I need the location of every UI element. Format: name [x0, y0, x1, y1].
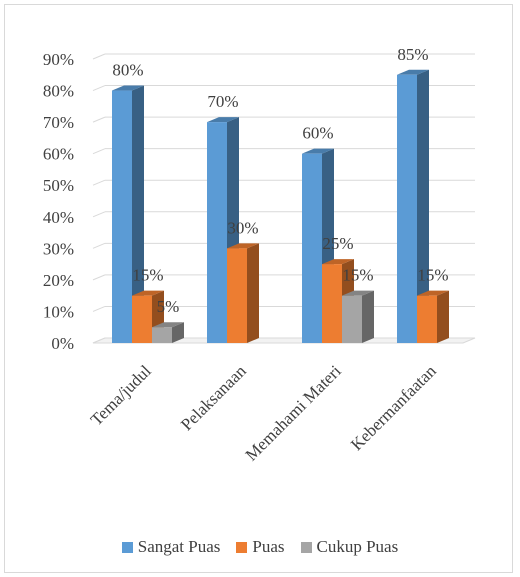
bar	[417, 295, 437, 343]
data-label: 85%	[397, 45, 428, 64]
gridline-depth	[92, 85, 106, 92]
bar	[302, 153, 322, 343]
bar-side	[247, 243, 259, 343]
gridline-depth	[92, 305, 106, 312]
gridline-depth	[92, 274, 106, 281]
data-label: 80%	[112, 61, 143, 80]
bar-side	[172, 322, 184, 343]
legend-item: Sangat Puas	[121, 537, 221, 557]
gridline-depth	[92, 179, 106, 186]
bar	[322, 264, 342, 343]
legend-label: Sangat Puas	[137, 537, 221, 556]
x-category-label: Pelaksanaan	[177, 361, 250, 434]
bar	[342, 295, 362, 343]
y-tick-label: 0%	[51, 334, 74, 353]
gridline-depth	[92, 53, 106, 60]
bar	[112, 90, 132, 343]
bar	[227, 248, 247, 343]
bar-side	[417, 69, 429, 344]
bar-top	[152, 322, 184, 328]
bar-top	[207, 117, 239, 123]
y-tick-label: 20%	[43, 271, 74, 290]
bar	[397, 74, 417, 344]
bar-top	[112, 85, 144, 91]
gridline-depth	[92, 211, 106, 218]
data-label: 15%	[417, 266, 448, 285]
bar-top	[302, 148, 334, 154]
y-tick-label: 50%	[43, 176, 74, 195]
bar-side	[132, 85, 144, 344]
data-label: 25%	[322, 234, 353, 253]
bar-top	[132, 290, 164, 296]
bar-top	[342, 290, 374, 296]
legend-swatch	[236, 541, 248, 553]
bar-side	[437, 290, 449, 343]
legend-swatch	[121, 541, 133, 553]
data-label: 15%	[132, 266, 163, 285]
gridline-depth	[92, 148, 106, 155]
bar	[152, 327, 172, 343]
gridline-depth	[92, 242, 106, 249]
y-tick-label: 60%	[43, 145, 74, 164]
data-label: 70%	[207, 92, 238, 111]
bar	[207, 122, 227, 343]
x-category-label: Tema/judul	[87, 361, 155, 429]
y-tick-label: 80%	[43, 82, 74, 101]
data-label: 30%	[227, 218, 258, 237]
y-tick-label: 40%	[43, 208, 74, 227]
data-label: 5%	[157, 297, 180, 316]
legend-swatch	[300, 541, 312, 553]
legend-label: Puas	[252, 537, 285, 556]
bar-top	[322, 259, 354, 265]
legend-item: Cukup Puas	[300, 537, 399, 557]
y-tick-label: 30%	[43, 239, 74, 258]
legend: Sangat Puas Puas Cukup Puas	[0, 537, 520, 557]
y-tick-label: 10%	[43, 302, 74, 321]
data-label: 15%	[342, 266, 373, 285]
bar-top	[417, 290, 449, 296]
x-category-label: Memahami Materi	[242, 361, 345, 464]
bar-top	[397, 69, 429, 75]
x-category-label: Kebermanfaatan	[347, 361, 440, 454]
data-label: 60%	[302, 124, 333, 143]
y-tick-label: 70%	[43, 113, 74, 132]
bar-top	[227, 243, 259, 249]
y-tick-label: 90%	[43, 50, 74, 69]
legend-item: Puas	[236, 537, 285, 557]
gridline-depth	[92, 116, 106, 123]
legend-label: Cukup Puas	[316, 537, 399, 556]
bar-side	[362, 290, 374, 343]
bar	[132, 295, 152, 343]
